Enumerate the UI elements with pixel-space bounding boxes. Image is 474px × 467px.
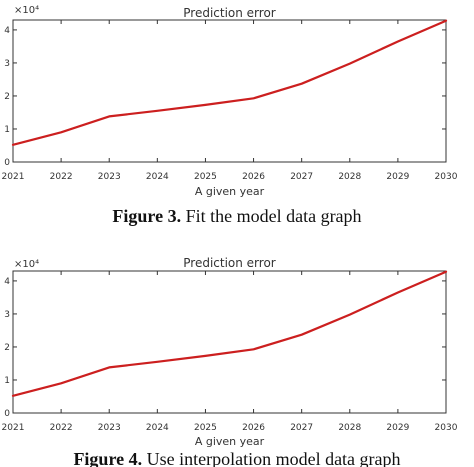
x-tick-label: 2026 [242, 423, 265, 433]
chart-title: Prediction error [183, 6, 276, 20]
x-tick-label: 2023 [98, 172, 121, 182]
series-line-prediction-error [11, 270, 448, 397]
chart-title: Prediction error [183, 256, 276, 270]
x-tick-label: 2025 [194, 423, 217, 433]
x-tick-label: 2028 [338, 423, 361, 433]
x-tick-label: 2024 [146, 172, 169, 182]
caption-figure-3: Figure 3. Fit the model data graph [112, 206, 361, 226]
x-tick-label: 2027 [290, 172, 313, 182]
y-tick-label: 4 [4, 277, 10, 287]
x-tick-label: 2021 [2, 423, 25, 433]
plot-area-frame [12, 270, 447, 414]
y-tick-label: 0 [4, 158, 10, 168]
caption-figure-4-label: Figure 4. [73, 449, 142, 467]
x-tick-label: 2029 [386, 172, 409, 182]
x-tick-label: 2029 [386, 423, 409, 433]
chart-figure-3: Prediction error ×10⁴ 2021 2022 2023 2024 2025… [2, 5, 458, 198]
caption-figure-4: Figure 4. Use interpolation model data g… [73, 449, 400, 467]
x-tick-label: 2030 [435, 172, 458, 182]
y-tick-label: 3 [4, 59, 10, 69]
y-tick-label: 0 [4, 409, 10, 419]
x-axis-label: A given year [195, 185, 265, 198]
caption-figure-4-text: Use interpolation model data graph [142, 449, 400, 467]
x-tick-label: 2028 [338, 172, 361, 182]
y-tick-label: 4 [4, 26, 10, 36]
y-tick-label: 1 [4, 376, 10, 386]
x-tick-label: 2022 [50, 423, 73, 433]
x-tick-label: 2025 [194, 172, 217, 182]
x-tick-label: 2024 [146, 423, 169, 433]
series-line-prediction-error [11, 19, 448, 146]
y-tick-label: 3 [4, 310, 10, 320]
plot-area-frame [12, 19, 447, 163]
caption-figure-3-text: Fit the model data graph [181, 206, 361, 226]
x-axis-label: A given year [195, 435, 265, 448]
y-exponent-label: ×10⁴ [14, 5, 39, 16]
x-tick-label: 2026 [242, 172, 265, 182]
chart-figure-4: Prediction error ×10⁴ 2021 2022 2023 2024 2025… [2, 256, 458, 448]
y-exponent-label: ×10⁴ [14, 259, 39, 270]
y-tick-label: 2 [4, 92, 10, 102]
x-tick-label: 2030 [435, 423, 458, 433]
x-tick-label: 2027 [290, 423, 313, 433]
caption-figure-3-label: Figure 3. [112, 206, 181, 226]
x-tick-label: 2023 [98, 423, 121, 433]
y-tick-label: 2 [4, 343, 10, 353]
x-tick-label: 2022 [50, 172, 73, 182]
x-tick-label: 2021 [2, 172, 25, 182]
y-tick-label: 1 [4, 125, 10, 135]
